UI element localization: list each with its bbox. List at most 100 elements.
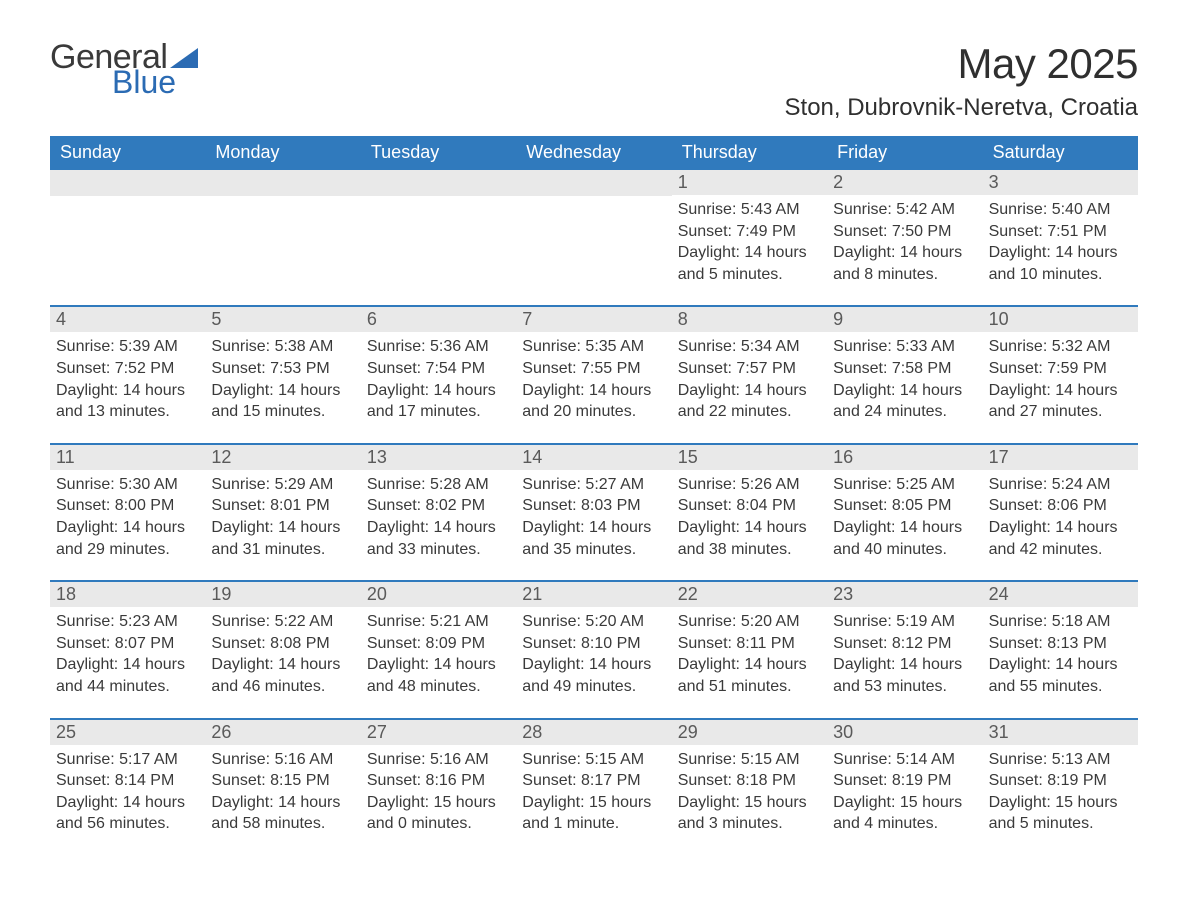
day-number: 17 xyxy=(983,445,1138,470)
day-number: 25 xyxy=(50,720,205,745)
day-number: 8 xyxy=(672,307,827,332)
daylight-line: Daylight: 14 hours and 15 minutes. xyxy=(211,380,354,423)
day-number: 12 xyxy=(205,445,360,470)
day-of-week-header: SundayMondayTuesdayWednesdayThursdayFrid… xyxy=(50,136,1138,170)
day-cell: 13Sunrise: 5:28 AMSunset: 8:02 PMDayligh… xyxy=(361,445,516,568)
sunset-line: Sunset: 8:14 PM xyxy=(56,770,199,792)
day-cell-empty xyxy=(516,170,671,293)
day-details: Sunrise: 5:15 AMSunset: 8:17 PMDaylight:… xyxy=(522,749,665,835)
sunrise-line: Sunrise: 5:42 AM xyxy=(833,199,976,221)
sunset-line: Sunset: 8:00 PM xyxy=(56,495,199,517)
month-title: May 2025 xyxy=(785,40,1138,88)
sunset-line: Sunset: 8:02 PM xyxy=(367,495,510,517)
day-details: Sunrise: 5:29 AMSunset: 8:01 PMDaylight:… xyxy=(211,474,354,560)
sunrise-line: Sunrise: 5:30 AM xyxy=(56,474,199,496)
sunset-line: Sunset: 8:04 PM xyxy=(678,495,821,517)
day-details: Sunrise: 5:39 AMSunset: 7:52 PMDaylight:… xyxy=(56,336,199,422)
week-row: 25 Sunrise: 5:17 AMSunset: 8:14 PM Dayligh… xyxy=(50,718,1138,843)
day-cell: 26Sunrise: 5:16 AMSunset: 8:15 PMDayligh… xyxy=(205,720,360,843)
day-cell: 15 Sunrise: 5:26 AMSunset: 8:04 PMDayligh… xyxy=(672,445,827,568)
daylight-line: Daylight: 14 hours and 27 minutes. xyxy=(989,380,1132,423)
daylight-line: Daylight: 14 hours and 8 minutes. xyxy=(833,242,976,285)
day-details: Sunrise: 5:16 AMSunset: 8:16 PMDaylight:… xyxy=(367,749,510,835)
day-number: 19 xyxy=(205,582,360,607)
day-number: 11 xyxy=(50,445,205,470)
day-number: 30 xyxy=(827,720,982,745)
sunrise-line: Sunrise: 5:23 AM xyxy=(56,611,199,633)
day-cell: 18Sunrise: 5:23 AMSunset: 8:07 PMDayligh… xyxy=(50,582,205,705)
day-cell: 22 Sunrise: 5:20 AMSunset: 8:11 PMDayligh… xyxy=(672,582,827,705)
day-details: Sunrise: 5:26 AMSunset: 8:04 PMDaylight:… xyxy=(678,474,821,560)
day-cell: 7Sunrise: 5:35 AMSunset: 7:55 PMDaylight… xyxy=(516,307,671,430)
sunset-line: Sunset: 7:58 PM xyxy=(833,358,976,380)
day-number xyxy=(205,170,360,196)
day-details: Sunrise: 5:15 AMSunset: 8:18 PMDaylight:… xyxy=(678,749,821,835)
day-number: 1 xyxy=(672,170,827,195)
day-number: 9 xyxy=(827,307,982,332)
sunset-line: Sunset: 7:49 PM xyxy=(678,221,821,243)
day-cell: 28 Sunrise: 5:15 AMSunset: 8:17 PMDayligh… xyxy=(516,720,671,843)
dow-cell: Friday xyxy=(827,136,982,170)
day-number: 2 xyxy=(827,170,982,195)
day-details: Sunrise: 5:27 AMSunset: 8:03 PMDaylight:… xyxy=(522,474,665,560)
daylight-line: Daylight: 15 hours and 3 minutes. xyxy=(678,792,821,835)
day-number: 10 xyxy=(983,307,1138,332)
calendar: SundayMondayTuesdayWednesdayThursdayFrid… xyxy=(50,136,1138,843)
sunrise-line: Sunrise: 5:38 AM xyxy=(211,336,354,358)
day-details: Sunrise: 5:20 AMSunset: 8:11 PMDaylight:… xyxy=(678,611,821,697)
sunset-line: Sunset: 8:13 PM xyxy=(989,633,1132,655)
day-cell: 5Sunrise: 5:38 AMSunset: 7:53 PMDaylight… xyxy=(205,307,360,430)
sunset-line: Sunset: 7:54 PM xyxy=(367,358,510,380)
day-cell: 14 Sunrise: 5:27 AMSunset: 8:03 PMDayligh… xyxy=(516,445,671,568)
day-details: Sunrise: 5:35 AMSunset: 7:55 PMDaylight:… xyxy=(522,336,665,422)
day-cell-empty xyxy=(50,170,205,293)
daylight-line: Daylight: 14 hours and 31 minutes. xyxy=(211,517,354,560)
sunset-line: Sunset: 8:05 PM xyxy=(833,495,976,517)
sunset-line: Sunset: 8:16 PM xyxy=(367,770,510,792)
daylight-line: Daylight: 14 hours and 10 minutes. xyxy=(989,242,1132,285)
sunset-line: Sunset: 8:11 PM xyxy=(678,633,821,655)
day-cell: 31Sunrise: 5:13 AMSunset: 8:19 PMDayligh… xyxy=(983,720,1138,843)
sunrise-line: Sunrise: 5:20 AM xyxy=(522,611,665,633)
daylight-line: Daylight: 14 hours and 58 minutes. xyxy=(211,792,354,835)
sunrise-line: Sunrise: 5:40 AM xyxy=(989,199,1132,221)
daylight-line: Daylight: 15 hours and 4 minutes. xyxy=(833,792,976,835)
sunset-line: Sunset: 8:08 PM xyxy=(211,633,354,655)
sunrise-line: Sunrise: 5:24 AM xyxy=(989,474,1132,496)
dow-cell: Saturday xyxy=(983,136,1138,170)
week-row: 11 Sunrise: 5:30 AMSunset: 8:00 PM Dayligh… xyxy=(50,443,1138,568)
daylight-line: Daylight: 14 hours and 53 minutes. xyxy=(833,654,976,697)
day-cell: 24Sunrise: 5:18 AMSunset: 8:13 PMDayligh… xyxy=(983,582,1138,705)
sunset-line: Sunset: 8:07 PM xyxy=(56,633,199,655)
day-number: 14 xyxy=(516,445,671,470)
day-number: 15 xyxy=(672,445,827,470)
day-details: Sunrise: 5:22 AMSunset: 8:08 PMDaylight:… xyxy=(211,611,354,697)
day-number: 23 xyxy=(827,582,982,607)
daylight-line: Daylight: 14 hours and 51 minutes. xyxy=(678,654,821,697)
day-cell: 23Sunrise: 5:19 AMSunset: 8:12 PMDayligh… xyxy=(827,582,982,705)
day-cell: 29Sunrise: 5:15 AMSunset: 8:18 PMDayligh… xyxy=(672,720,827,843)
daylight-line: Daylight: 14 hours and 49 minutes. xyxy=(522,654,665,697)
week-row: 18Sunrise: 5:23 AMSunset: 8:07 PMDayligh… xyxy=(50,580,1138,705)
day-cell: 6Sunrise: 5:36 AMSunset: 7:54 PMDaylight… xyxy=(361,307,516,430)
day-details: Sunrise: 5:18 AMSunset: 8:13 PMDaylight:… xyxy=(989,611,1132,697)
day-number: 28 xyxy=(516,720,671,745)
day-details: Sunrise: 5:20 AMSunset: 8:10 PMDaylight:… xyxy=(522,611,665,697)
sunset-line: Sunset: 7:59 PM xyxy=(989,358,1132,380)
day-details: Sunrise: 5:32 AMSunset: 7:59 PMDaylight:… xyxy=(989,336,1132,422)
day-details: Sunrise: 5:24 AMSunset: 8:06 PMDaylight:… xyxy=(989,474,1132,560)
sunrise-line: Sunrise: 5:17 AM xyxy=(56,749,199,771)
day-number: 22 xyxy=(672,582,827,607)
day-number: 5 xyxy=(205,307,360,332)
sunrise-line: Sunrise: 5:19 AM xyxy=(833,611,976,633)
daylight-line: Daylight: 14 hours and 55 minutes. xyxy=(989,654,1132,697)
daylight-line: Daylight: 15 hours and 1 minute. xyxy=(522,792,665,835)
daylight-line: Daylight: 14 hours and 24 minutes. xyxy=(833,380,976,423)
sunrise-line: Sunrise: 5:15 AM xyxy=(678,749,821,771)
day-cell: 4Sunrise: 5:39 AMSunset: 7:52 PMDaylight… xyxy=(50,307,205,430)
day-cell: 27Sunrise: 5:16 AMSunset: 8:16 PMDayligh… xyxy=(361,720,516,843)
sunset-line: Sunset: 8:19 PM xyxy=(989,770,1132,792)
sunrise-line: Sunrise: 5:29 AM xyxy=(211,474,354,496)
sunrise-line: Sunrise: 5:32 AM xyxy=(989,336,1132,358)
daylight-line: Daylight: 14 hours and 20 minutes. xyxy=(522,380,665,423)
